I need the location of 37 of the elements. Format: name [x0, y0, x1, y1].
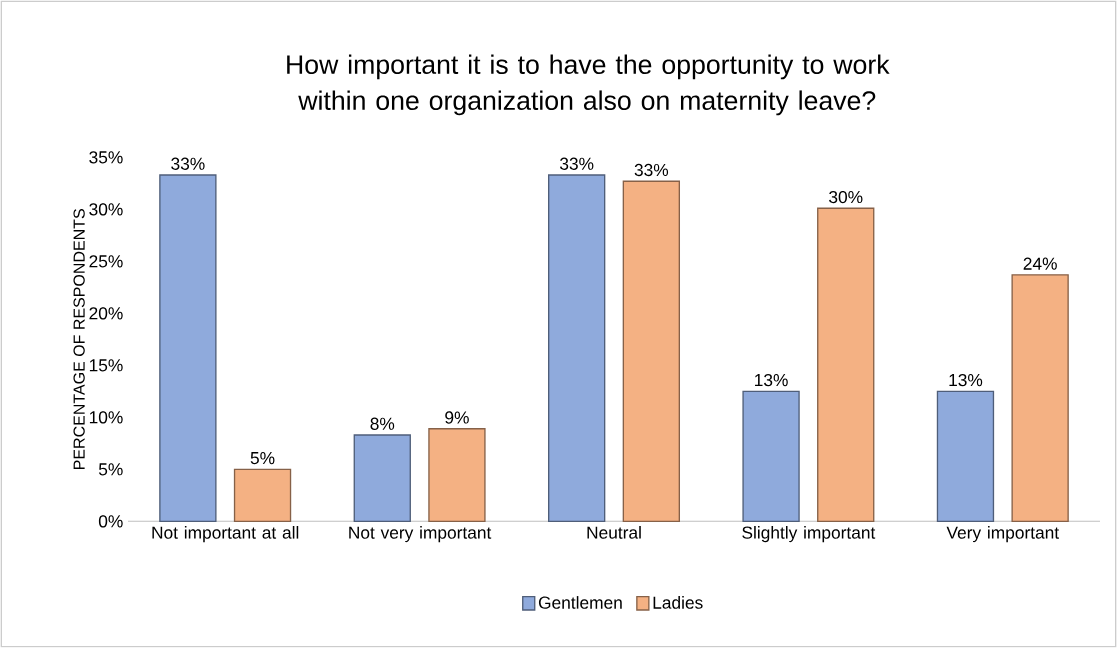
bar	[428, 428, 486, 522]
y-tick-label: 0%	[98, 515, 123, 528]
data-label: 9%	[445, 411, 469, 424]
y-tick-label: 20%	[89, 307, 123, 320]
data-label: 8%	[370, 417, 395, 430]
bar	[353, 434, 411, 522]
y-tick-label: 15%	[89, 359, 123, 372]
y-tick-label: 5%	[98, 463, 123, 476]
bar	[742, 390, 800, 522]
data-label: 33%	[634, 163, 669, 177]
chart-title: How important it is to have the opportunity to work within one organization also on maternity leave?	[287, 54, 890, 116]
x-tick-label: Not very important	[349, 526, 492, 543]
data-label: 24%	[1023, 257, 1057, 270]
bar	[622, 180, 681, 522]
y-tick-label: 30%	[89, 203, 123, 216]
bar	[1011, 274, 1069, 522]
bar	[159, 174, 217, 522]
legend-label: Ladies	[653, 596, 703, 609]
bar	[548, 174, 606, 522]
bar	[233, 468, 292, 522]
bar	[817, 207, 875, 522]
x-tick-label: Neutral	[587, 526, 641, 539]
data-label: 30%	[829, 190, 863, 204]
y-tick-label: 10%	[89, 411, 123, 424]
data-label: 33%	[171, 157, 205, 170]
x-tick-label: Slightly important	[742, 526, 876, 543]
legend-label: Gentlemen	[538, 596, 622, 609]
data-label: 13%	[755, 373, 788, 387]
data-label: 13%	[949, 373, 983, 387]
bar	[936, 390, 995, 522]
y-tick-label: 35%	[89, 151, 123, 164]
x-tick-label: Not important at all	[152, 526, 299, 543]
data-label: 5%	[250, 452, 275, 465]
x-tick-label: Very important	[946, 526, 1060, 543]
y-axis-title: PERCENTAGE OF RESPONDENTS	[73, 209, 85, 469]
y-tick-label: 25%	[89, 255, 123, 268]
data-label: 33%	[559, 157, 594, 170]
